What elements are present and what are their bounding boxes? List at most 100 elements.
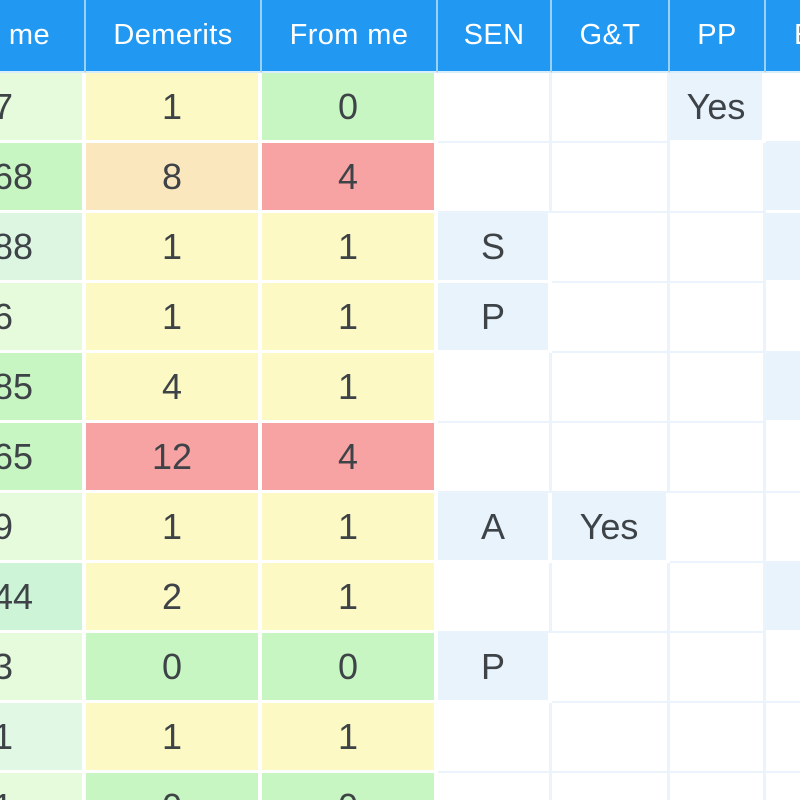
table-cell-row2-pp — [670, 143, 766, 213]
table-cell-row6-pp — [670, 423, 766, 493]
table-cell-row9-demerits: 0 — [86, 633, 262, 703]
table-cell-row9-g-t — [552, 633, 670, 703]
table-cell-row7-g-t: Yes — [552, 493, 670, 563]
cell-value: 1 — [161, 505, 183, 547]
cell-value: 7 — [0, 86, 13, 128]
cell-value: 88 — [0, 225, 34, 267]
cell-value: 1 — [337, 505, 359, 547]
table-cell-row2-demerits: 8 — [86, 143, 262, 213]
table-cell-row4-from-me: 1 — [262, 283, 438, 353]
table-cell-row8-eal — [766, 563, 800, 633]
cell-value: 1 — [0, 716, 13, 758]
cell-value: 4 — [337, 155, 359, 197]
table-cell-row9-pp — [670, 633, 766, 703]
cell-value: 3 — [0, 646, 13, 688]
table-cell-row7-sen: A — [438, 493, 552, 563]
header-cell-pp-5[interactable]: PP — [670, 0, 766, 73]
header-cell-from-me-2[interactable]: From me — [262, 0, 438, 73]
table-cell-row5-demerits: 4 — [86, 353, 262, 423]
table-cell-row8-g-t — [552, 563, 670, 633]
table-cell-row2-g-t — [552, 143, 670, 213]
cell-value: 8 — [161, 155, 183, 197]
cell-value: 1 — [337, 295, 359, 337]
table-cell-row3-pp — [670, 213, 766, 283]
table-cell-row6-eal — [766, 423, 800, 493]
table-cell-row7-from-me: 9 — [0, 493, 86, 563]
table-cell-row10-g-t — [552, 703, 670, 773]
table-cell-row4-g-t — [552, 283, 670, 353]
table-cell-row3-sen: S — [438, 213, 552, 283]
cell-value: Yes — [686, 85, 746, 127]
table-cell-row2-sen — [438, 143, 552, 213]
table-cell-row4-pp — [670, 283, 766, 353]
cell-value: 1 — [161, 85, 183, 127]
table-cell-row11-eal — [766, 773, 800, 800]
table-cell-row1-g-t — [552, 73, 670, 143]
table-cell-row5-g-t — [552, 353, 670, 423]
table-cell-row8-from-me: 1 — [262, 563, 438, 633]
table-cell-row1-from-me: 7 — [0, 73, 86, 143]
table-cell-row10-demerits: 1 — [86, 703, 262, 773]
table-cell-row1-sen — [438, 73, 552, 143]
table-cell-row8-pp — [670, 563, 766, 633]
table-cell-row8-from-me: 44 — [0, 563, 86, 633]
table-cell-row8-demerits: 2 — [86, 563, 262, 633]
table-cell-row10-from-me: 1 — [0, 703, 86, 773]
table-cell-row5-from-me: 1 — [262, 353, 438, 423]
table-cell-row2-eal — [766, 143, 800, 213]
table-cell-row9-eal — [766, 633, 800, 703]
table-cell-row2-from-me: 68 — [0, 143, 86, 213]
table-cell-row6-demerits: 12 — [86, 423, 262, 493]
table-cell-row2-from-me: 4 — [262, 143, 438, 213]
table-cell-row11-sen — [438, 773, 552, 800]
cell-value: 65 — [0, 435, 34, 477]
cell-value: P — [480, 645, 505, 687]
table-cell-row3-from-me: 1 — [262, 213, 438, 283]
table-cell-row9-sen: P — [438, 633, 552, 703]
table-cell-row5-eal — [766, 353, 800, 423]
cell-value: 1 — [337, 715, 359, 757]
table-cell-row5-pp — [670, 353, 766, 423]
cell-value: 12 — [151, 435, 193, 477]
table-cell-row10-pp — [670, 703, 766, 773]
table-cell-row6-sen — [438, 423, 552, 493]
header-label: G&T — [579, 19, 641, 51]
table-cell-row10-eal — [766, 703, 800, 773]
table-cell-row9-from-me: 0 — [262, 633, 438, 703]
table-cell-row11-from-me: 0 — [262, 773, 438, 800]
table-cell-row1-demerits: 1 — [86, 73, 262, 143]
table-cell-row10-from-me: 1 — [262, 703, 438, 773]
cell-value: 0 — [161, 645, 183, 687]
table-cell-row4-demerits: 1 — [86, 283, 262, 353]
table-cell-row11-g-t — [552, 773, 670, 800]
table-cell-row11-demerits: 0 — [86, 773, 262, 800]
cell-value: 1 — [161, 225, 183, 267]
header-cell-sen-3[interactable]: SEN — [438, 0, 552, 73]
table-cell-row1-pp: Yes — [670, 73, 766, 143]
header-label: Demerits — [113, 19, 233, 51]
cell-value: A — [480, 505, 505, 547]
header-cell-from-me-0[interactable]: From me — [0, 0, 86, 73]
header-label: From me — [289, 19, 409, 51]
table-cell-row3-demerits: 1 — [86, 213, 262, 283]
header-cell-g-t-4[interactable]: G&T — [552, 0, 670, 73]
table-cell-row9-from-me: 3 — [0, 633, 86, 703]
cell-value: 44 — [0, 575, 34, 617]
cell-value: 0 — [337, 645, 359, 687]
header-label: EAL — [794, 19, 800, 52]
header-label: PP — [697, 19, 737, 51]
header-cell-eal-6[interactable]: EAL — [766, 0, 800, 73]
cell-value: 1 — [337, 575, 359, 617]
cell-value: 1 — [161, 295, 183, 337]
table-cell-row5-sen — [438, 353, 552, 423]
cell-value: 4 — [161, 365, 183, 407]
header-cell-demerits-1[interactable]: Demerits — [86, 0, 262, 73]
cell-value: 68 — [0, 155, 34, 197]
table-cell-row4-eal — [766, 283, 800, 353]
cell-value: Yes — [579, 505, 639, 547]
cell-value: 0 — [337, 85, 359, 127]
table-cell-row11-pp — [670, 773, 766, 800]
cell-value: 1 — [337, 225, 359, 267]
